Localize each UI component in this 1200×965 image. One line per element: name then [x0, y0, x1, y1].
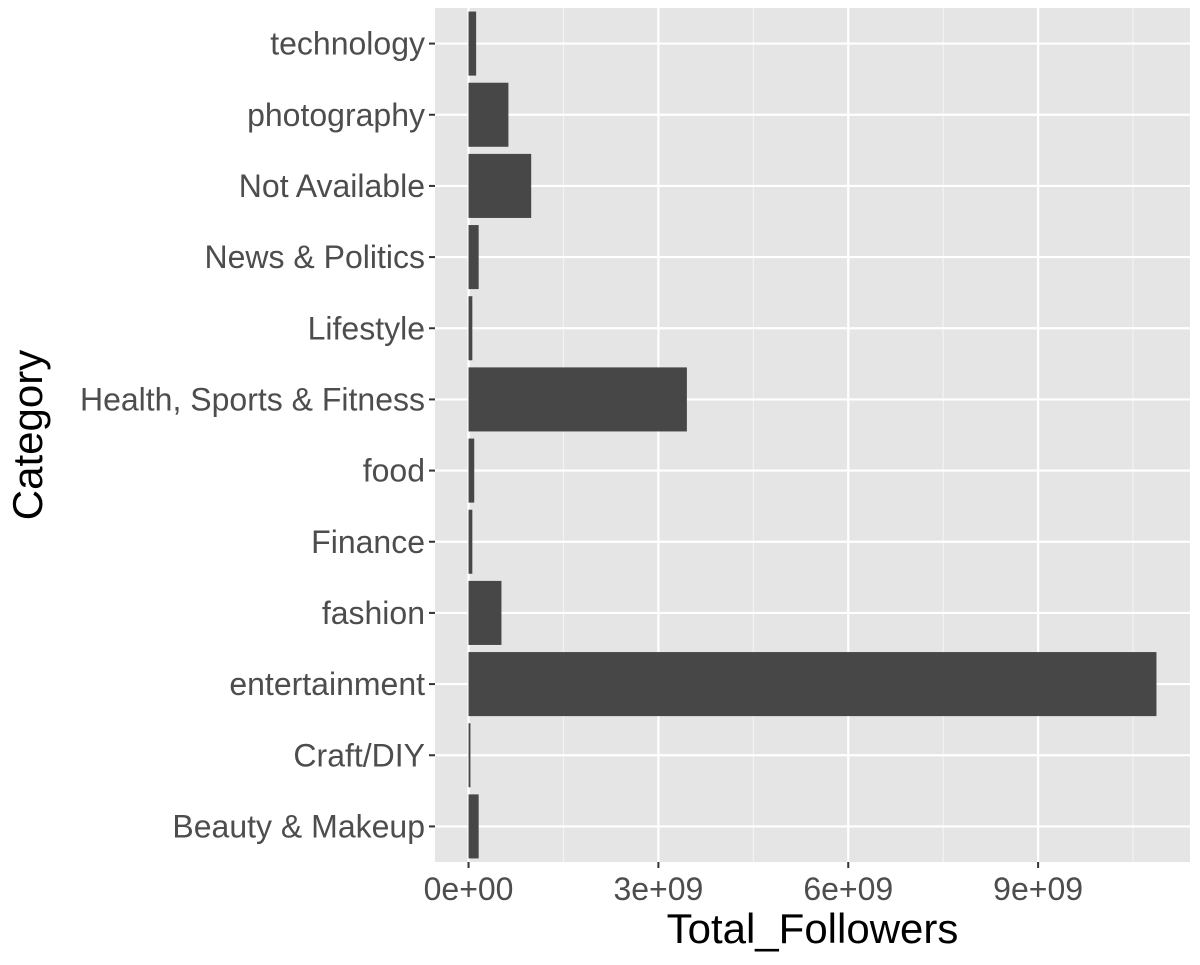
x-tick-label: 9e+09 [993, 871, 1083, 907]
bar [468, 296, 473, 361]
bar [468, 225, 479, 290]
bar [468, 794, 479, 859]
y-tick-label: food [363, 453, 425, 489]
y-tick-label: Craft/DIY [293, 737, 425, 773]
y-axis: Beauty & Makeup Craft/DIY entertainment fas… [80, 26, 435, 844]
y-tick-label: entertainment [229, 666, 425, 702]
x-tick-label: 3e+09 [613, 871, 703, 907]
y-axis-title: Category [4, 350, 51, 520]
bar [468, 153, 532, 218]
y-tick-label: photography [247, 97, 425, 133]
x-axis: 0e+00 3e+09 6e+09 9e+09 [424, 862, 1083, 907]
y-tick-label: News & Politics [205, 239, 426, 275]
x-axis-title: Total_Followers [667, 905, 959, 952]
y-tick-label: Lifestyle [308, 310, 425, 346]
bar [468, 580, 502, 645]
plot-panel [435, 8, 1190, 862]
bars-group [468, 11, 1157, 859]
bar [468, 652, 1157, 717]
bar [468, 723, 471, 788]
bar [468, 438, 475, 503]
bar [468, 82, 509, 147]
bar [468, 11, 477, 76]
y-tick-label: fashion [322, 595, 425, 631]
y-tick-label: Not Available [239, 168, 425, 204]
y-tick-label: technology [270, 26, 425, 62]
bar [468, 509, 473, 574]
y-tick-label: Finance [311, 524, 425, 560]
minor-gridlines [562, 8, 1134, 862]
x-tick-label: 6e+09 [803, 871, 893, 907]
x-tick-label: 0e+00 [424, 871, 514, 907]
y-tick-label: Health, Sports & Fitness [80, 381, 425, 417]
bar [468, 367, 687, 432]
y-tick-label: Beauty & Makeup [172, 808, 425, 844]
